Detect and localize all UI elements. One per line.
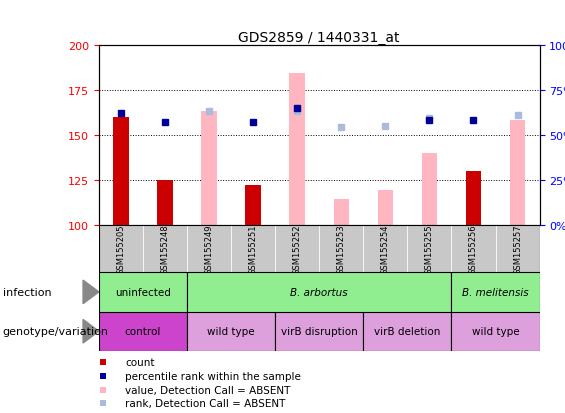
Bar	[275, 225, 319, 273]
Text: B. arbortus: B. arbortus	[290, 287, 348, 297]
Text: GSM155205: GSM155205	[116, 224, 125, 274]
Bar	[99, 312, 187, 351]
Text: genotype/variation: genotype/variation	[3, 326, 109, 337]
Text: GSM155252: GSM155252	[293, 224, 302, 274]
Bar	[187, 273, 451, 312]
Text: B. melitensis: B. melitensis	[462, 287, 529, 297]
Bar	[245, 185, 261, 225]
Bar	[451, 273, 540, 312]
Bar	[451, 225, 496, 273]
Text: percentile rank within the sample: percentile rank within the sample	[125, 371, 301, 381]
Bar	[510, 121, 525, 225]
Text: GSM155253: GSM155253	[337, 223, 346, 274]
Bar	[113, 117, 129, 225]
Text: virB disruption: virB disruption	[281, 326, 358, 337]
Bar	[451, 312, 540, 351]
Text: GSM155249: GSM155249	[205, 224, 214, 274]
Bar	[319, 225, 363, 273]
Text: wild type: wild type	[472, 326, 519, 337]
Polygon shape	[83, 320, 99, 343]
Text: value, Detection Call = ABSENT: value, Detection Call = ABSENT	[125, 385, 290, 395]
Text: GSM155248: GSM155248	[160, 223, 170, 274]
Bar	[99, 273, 187, 312]
Text: control: control	[125, 326, 161, 337]
Text: GSM155257: GSM155257	[513, 223, 522, 274]
Text: GSM155256: GSM155256	[469, 223, 478, 274]
Polygon shape	[83, 280, 99, 304]
Text: rank, Detection Call = ABSENT: rank, Detection Call = ABSENT	[125, 399, 286, 408]
Text: count: count	[125, 357, 155, 367]
Bar	[157, 180, 173, 225]
Bar	[187, 225, 231, 273]
Bar	[275, 312, 363, 351]
Bar	[333, 200, 349, 225]
Text: uninfected: uninfected	[115, 287, 171, 297]
Text: infection: infection	[3, 287, 51, 297]
Text: GSM155254: GSM155254	[381, 224, 390, 274]
Bar	[407, 225, 451, 273]
Bar	[187, 312, 275, 351]
Bar	[99, 225, 143, 273]
Bar	[421, 153, 437, 225]
Text: virB deletion: virB deletion	[374, 326, 441, 337]
Bar	[231, 225, 275, 273]
Bar	[496, 225, 540, 273]
Bar	[289, 74, 305, 225]
Bar	[363, 225, 407, 273]
Bar	[466, 171, 481, 225]
Text: GSM155251: GSM155251	[249, 224, 258, 274]
Bar	[363, 312, 451, 351]
Text: wild type: wild type	[207, 326, 255, 337]
Bar	[143, 225, 187, 273]
Bar	[201, 112, 217, 225]
Title: GDS2859 / 1440331_at: GDS2859 / 1440331_at	[238, 31, 400, 45]
Text: GSM155255: GSM155255	[425, 224, 434, 274]
Bar	[377, 191, 393, 225]
